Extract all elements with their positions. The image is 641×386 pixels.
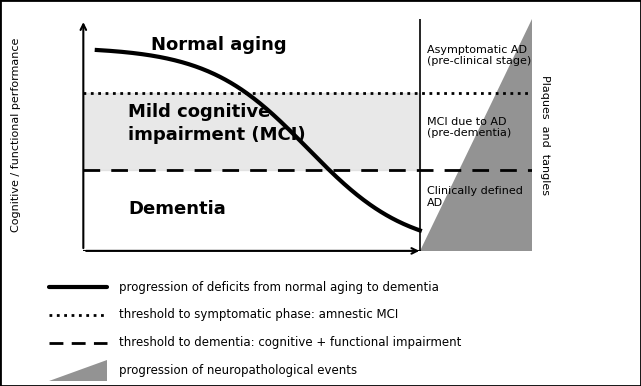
Text: Asymptomatic AD
(pre-clinical stage): Asymptomatic AD (pre-clinical stage) <box>427 45 531 66</box>
Text: Dementia: Dementia <box>128 200 226 218</box>
Text: progression of neuropathological events: progression of neuropathological events <box>119 364 356 377</box>
Text: Cognitive / functional performance: Cognitive / functional performance <box>11 38 21 232</box>
Text: Normal aging: Normal aging <box>151 36 287 54</box>
Polygon shape <box>420 19 532 251</box>
Text: threshold to symptomatic phase: amnestic MCI: threshold to symptomatic phase: amnestic… <box>119 308 398 322</box>
Polygon shape <box>49 360 107 381</box>
Text: Clinically defined
AD: Clinically defined AD <box>427 186 522 208</box>
Text: progression of deficits from normal aging to dementia: progression of deficits from normal agin… <box>119 281 438 294</box>
Text: MCI due to AD
(pre-dementia): MCI due to AD (pre-dementia) <box>427 117 511 138</box>
Text: Mild cognitive
impairment (MCI): Mild cognitive impairment (MCI) <box>128 103 306 144</box>
Text: threshold to dementia: cognitive + functional impairment: threshold to dementia: cognitive + funct… <box>119 336 461 349</box>
Text: Plaques  and  tangles: Plaques and tangles <box>540 75 551 195</box>
